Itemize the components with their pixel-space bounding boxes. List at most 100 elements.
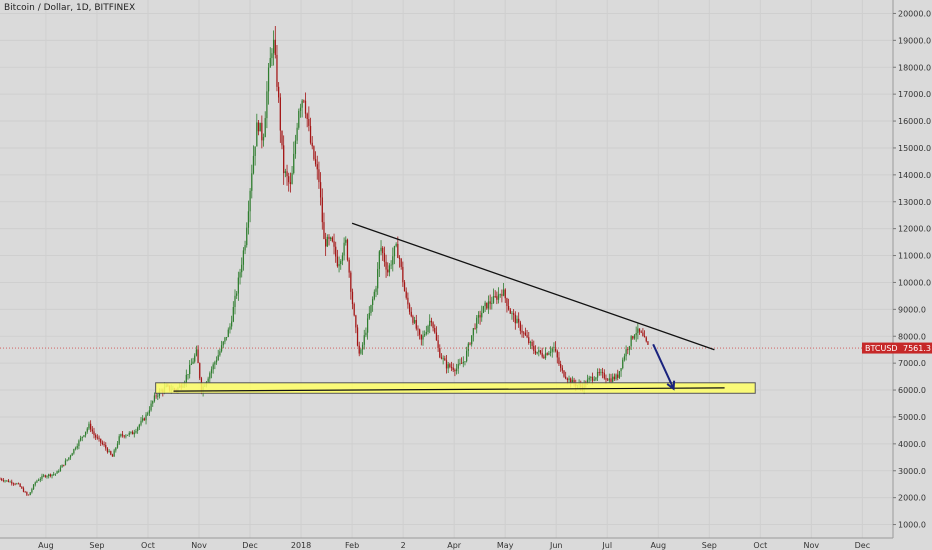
- candle-body: [153, 395, 156, 402]
- candle-body: [382, 247, 384, 254]
- candle-body: [115, 447, 117, 451]
- candle-body: [71, 453, 73, 456]
- candle-body: [355, 315, 357, 328]
- candle-body: [313, 146, 315, 160]
- down-arrow-shaft: [652, 343, 675, 390]
- candle-body: [31, 489, 33, 493]
- candle-body: [427, 326, 429, 332]
- candle-body: [27, 494, 30, 496]
- candle-body: [120, 434, 122, 437]
- candle-body: [507, 306, 510, 310]
- candle-body: [143, 418, 145, 421]
- candle-body: [303, 100, 305, 102]
- candle-body: [494, 296, 496, 297]
- candle-body: [128, 432, 130, 435]
- x-tick-label: 2: [401, 541, 406, 550]
- candle-body: [22, 488, 25, 492]
- candle-body: [7, 480, 10, 482]
- candle-body: [108, 451, 110, 453]
- candle-body: [100, 438, 102, 443]
- x-tick-label: Jul: [601, 541, 612, 550]
- candle-body: [289, 182, 292, 184]
- candle-body: [439, 348, 441, 358]
- candle-body: [588, 377, 590, 380]
- candle-body: [570, 378, 572, 384]
- candle-body: [348, 259, 350, 273]
- candle-body: [345, 239, 347, 243]
- candle-body: [474, 328, 476, 329]
- candle-body: [534, 350, 537, 354]
- candle-body: [306, 113, 308, 120]
- candle-body: [291, 173, 293, 184]
- grid: [0, 0, 893, 538]
- candle-body: [236, 293, 238, 296]
- candle-body: [247, 211, 250, 228]
- candle-body: [601, 371, 604, 373]
- candle-body: [415, 320, 417, 329]
- candle-body: [392, 256, 394, 265]
- candle-body: [605, 378, 607, 380]
- candle-body: [637, 328, 639, 334]
- candle-body: [341, 255, 344, 262]
- candle-body: [98, 437, 100, 439]
- down-arrow-head: [666, 380, 676, 391]
- candle-body: [103, 443, 105, 446]
- candle-body: [6, 480, 8, 482]
- candle-body: [150, 403, 152, 411]
- candle-body: [397, 243, 399, 258]
- candle-body: [279, 97, 281, 131]
- candle-body: [46, 476, 48, 477]
- candle-body: [449, 364, 451, 367]
- candle-body: [402, 266, 404, 283]
- candle-body: [489, 301, 491, 304]
- y-tick-label: 9000.0: [898, 305, 926, 314]
- candle-body: [137, 427, 139, 431]
- candle-body: [81, 436, 83, 438]
- candle-body: [336, 256, 339, 267]
- candle-body: [84, 431, 87, 436]
- candle-body: [251, 173, 253, 191]
- candle-body: [125, 435, 127, 437]
- candle-body: [59, 467, 62, 472]
- candle-body: [51, 474, 53, 476]
- candle-body: [440, 357, 443, 359]
- candle-body: [286, 171, 288, 177]
- candle-body: [482, 306, 485, 313]
- candle-body: [432, 322, 434, 328]
- candle-body: [497, 294, 500, 300]
- candle-body: [32, 484, 35, 490]
- x-tick-label: Oct: [753, 541, 767, 550]
- candle-body: [511, 313, 513, 315]
- candle-body: [43, 475, 45, 477]
- candle-body: [328, 236, 330, 240]
- candle-body: [19, 483, 21, 487]
- candle-body: [0, 478, 1, 480]
- candle-body: [281, 130, 283, 146]
- x-tick-label: Jun: [549, 541, 563, 550]
- candle-body: [227, 329, 229, 337]
- candle-body: [544, 353, 547, 359]
- candle-body: [375, 288, 377, 292]
- candle-body: [425, 331, 427, 335]
- support-zone: [155, 382, 756, 394]
- candle-body: [467, 343, 469, 351]
- candle-body: [437, 340, 439, 349]
- candle-body: [506, 298, 508, 307]
- candle-body: [400, 258, 402, 267]
- y-tick-label: 20000.0: [898, 9, 931, 18]
- candle-body: [595, 377, 597, 380]
- candle-body: [635, 333, 637, 336]
- candle-body: [266, 91, 268, 119]
- x-tick-label: Oct: [141, 541, 155, 550]
- candle-body: [553, 347, 555, 349]
- candle-body: [36, 480, 38, 483]
- candle-body: [155, 395, 157, 397]
- y-tick-label: 4000.0: [898, 440, 926, 449]
- candle-body: [590, 377, 592, 378]
- y-tick-label: 18000.0: [898, 63, 931, 72]
- candle-body: [257, 122, 260, 132]
- candle-body: [239, 272, 241, 278]
- y-tick-label: 11000.0: [898, 252, 931, 261]
- candle-body: [623, 356, 626, 360]
